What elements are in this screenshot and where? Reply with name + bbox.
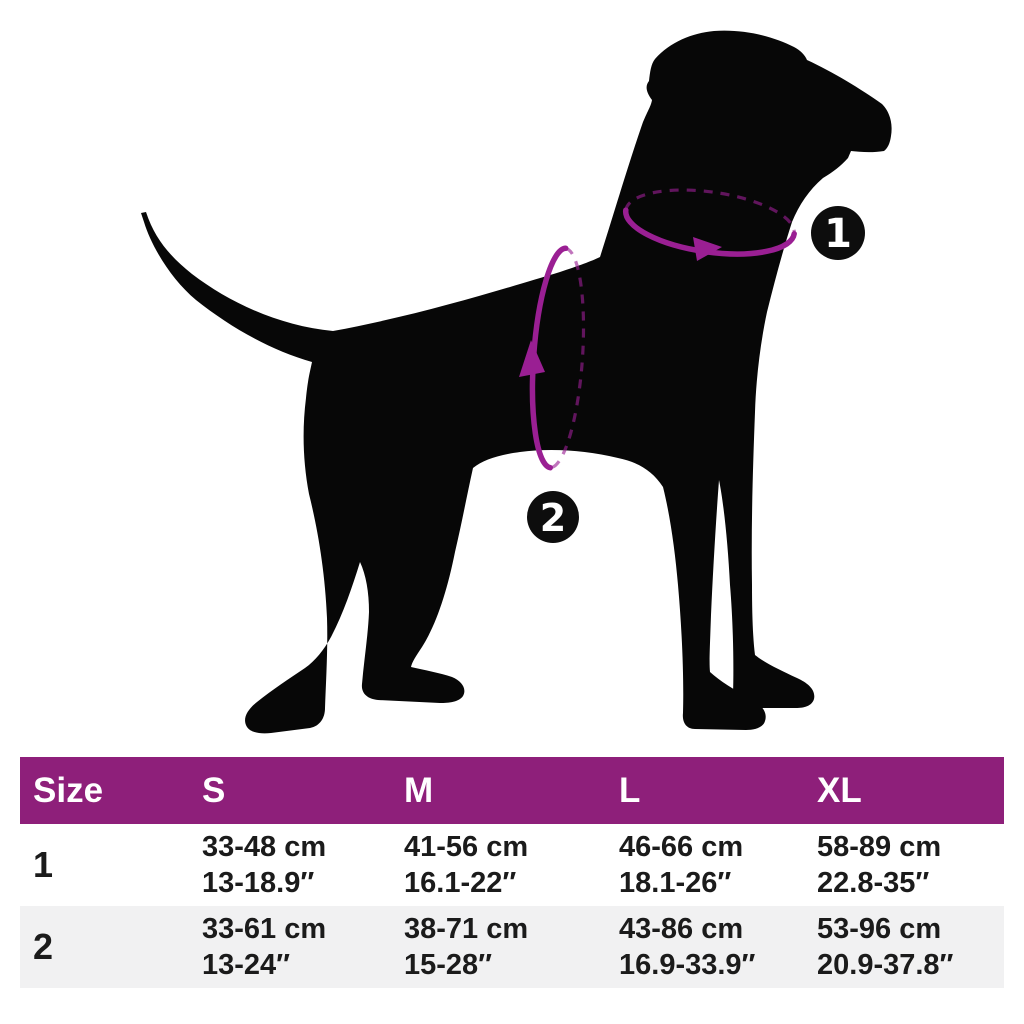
neck-girth-indicator — [623, 188, 797, 261]
cm-value: 58-89 cm — [817, 831, 942, 863]
inch-value: 16.9-33.9″ — [619, 949, 756, 981]
inch-value: 13-24″ — [202, 949, 291, 981]
cm-value: 53-96 cm — [817, 913, 942, 945]
chest-badge-number: 2 — [540, 496, 566, 540]
cell-row1-xl: 58-89 cm 22.8-35″ — [817, 829, 1004, 901]
header-cell-s: S — [202, 770, 226, 810]
cell-row2-xl: 53-96 cm 20.9-37.8″ — [817, 911, 1004, 983]
cell-row2-s: 33-61 cm 13-24″ — [202, 911, 404, 983]
cm-value: 43-86 cm — [619, 913, 744, 945]
neck-girth-arrow-icon — [693, 237, 722, 261]
neck-girth-ellipse-dashed — [624, 188, 796, 235]
cell-row2-l: 43-86 cm 16.9-33.9″ — [619, 911, 817, 983]
size-table: Size S M L XL 1 33-48 cm 13-18.9″ 41-56 … — [20, 757, 1004, 988]
chest-badge: 2 — [527, 491, 579, 543]
header-cell-m: M — [404, 770, 434, 810]
chest-girth-ellipse-dashed — [550, 246, 586, 470]
cell-row1-m: 41-56 cm 16.1-22″ — [404, 829, 619, 901]
inch-value: 18.1-26″ — [619, 867, 732, 899]
header-cell-size: Size — [33, 770, 104, 810]
cell-row1-l: 46-66 cm 18.1-26″ — [619, 829, 817, 901]
inch-value: 13-18.9″ — [202, 867, 315, 899]
neck-badge-number: 1 — [824, 211, 852, 257]
dog-silhouette — [141, 30, 892, 734]
cm-value: 46-66 cm — [619, 831, 744, 863]
row-label: 2 — [33, 926, 54, 967]
size-table-row-1: 1 33-48 cm 13-18.9″ 41-56 cm 16.1-22″ 46… — [20, 824, 1004, 906]
inch-value: 15-28″ — [404, 949, 493, 981]
size-table-header: Size S M L XL — [20, 757, 1004, 824]
header-cell-xl: XL — [817, 770, 862, 810]
inch-value: 22.8-35″ — [817, 867, 930, 899]
cell-row1-s: 33-48 cm 13-18.9″ — [202, 829, 404, 901]
dog-measurement-diagram: 1 2 — [141, 30, 892, 734]
cm-value: 33-48 cm — [202, 831, 327, 863]
dog-diagram-svg: 1 2 — [141, 30, 892, 734]
cm-value: 41-56 cm — [404, 831, 529, 863]
header-cell-l: L — [619, 770, 641, 810]
chest-girth-indicator — [519, 245, 586, 471]
size-table-row-2: 2 33-61 cm 13-24″ 38-71 cm 15-28″ 43-86 … — [20, 906, 1004, 988]
cell-row2-m: 38-71 cm 15-28″ — [404, 911, 619, 983]
chest-girth-arrow-icon — [519, 340, 545, 377]
inch-value: 16.1-22″ — [404, 867, 517, 899]
row-label: 1 — [33, 844, 54, 885]
cm-value: 33-61 cm — [202, 913, 327, 945]
neck-badge: 1 — [811, 206, 865, 260]
inch-value: 20.9-37.8″ — [817, 949, 954, 981]
cm-value: 38-71 cm — [404, 913, 529, 945]
